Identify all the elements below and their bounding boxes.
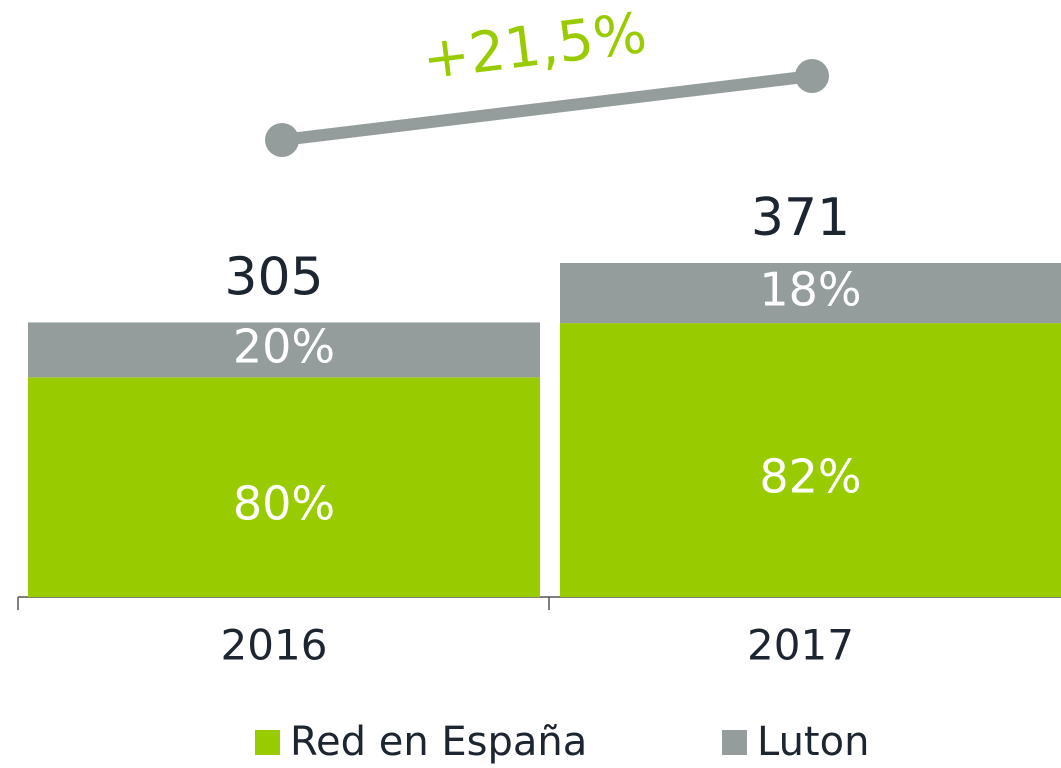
growth-end (795, 59, 829, 93)
segment-label: 20% (233, 319, 335, 373)
x-tick-label: 2017 (747, 621, 854, 670)
legend-label: Red en España (290, 719, 587, 765)
legend-label: Luton (757, 719, 869, 765)
segment-label: 80% (233, 477, 335, 531)
growth-annotation: +21,5% (419, 1, 650, 93)
bar-segment (560, 263, 1061, 324)
bar-segment (28, 377, 540, 597)
growth-start (265, 123, 299, 157)
bar-segment (28, 322, 540, 378)
growth-line (281, 70, 813, 146)
legend-swatch (722, 730, 747, 755)
bar-segment (560, 323, 1061, 597)
segment-label: 18% (759, 263, 861, 317)
total-label: 305 (224, 247, 323, 307)
legend-swatch (255, 730, 280, 755)
x-tick-label: 2016 (221, 621, 328, 670)
total-label: 371 (751, 188, 850, 248)
segment-label: 82% (759, 450, 861, 504)
